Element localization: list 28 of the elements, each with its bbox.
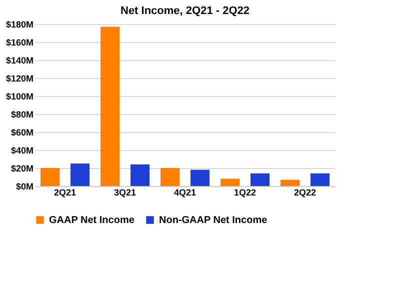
y-tick-label: $120M [6,74,34,84]
legend-label: Non-GAAP Net Income [159,215,268,226]
chart-title: Net Income, 2Q21 - 2Q22 [120,5,250,17]
x-tick-label: 4Q21 [174,188,196,198]
y-tick-label: $40M [10,146,34,156]
x-tick-label: 3Q21 [114,188,136,198]
bar [190,170,210,186]
x-tick-label: 2Q21 [54,188,76,198]
bar [130,164,150,186]
y-tick-label: $20M [10,164,34,174]
y-tick-label: $60M [10,128,34,138]
bar [40,168,60,186]
legend-label: GAAP Net Income [49,215,135,226]
bar [160,168,180,186]
y-tick-label: $160M [6,38,34,48]
y-tick-label: $140M [6,56,34,66]
y-tick-label: $180M [6,20,34,30]
bar [280,180,300,186]
bar [310,173,330,186]
bar [70,164,90,186]
y-tick-label: $0M [16,182,34,192]
y-tick-label: $100M [6,92,34,102]
x-tick-label: 2Q22 [294,188,316,198]
bar [100,26,120,186]
bar [220,178,240,186]
x-tick-label: 1Q22 [234,188,256,198]
bar [250,173,270,186]
y-tick-label: $80M [10,110,34,120]
